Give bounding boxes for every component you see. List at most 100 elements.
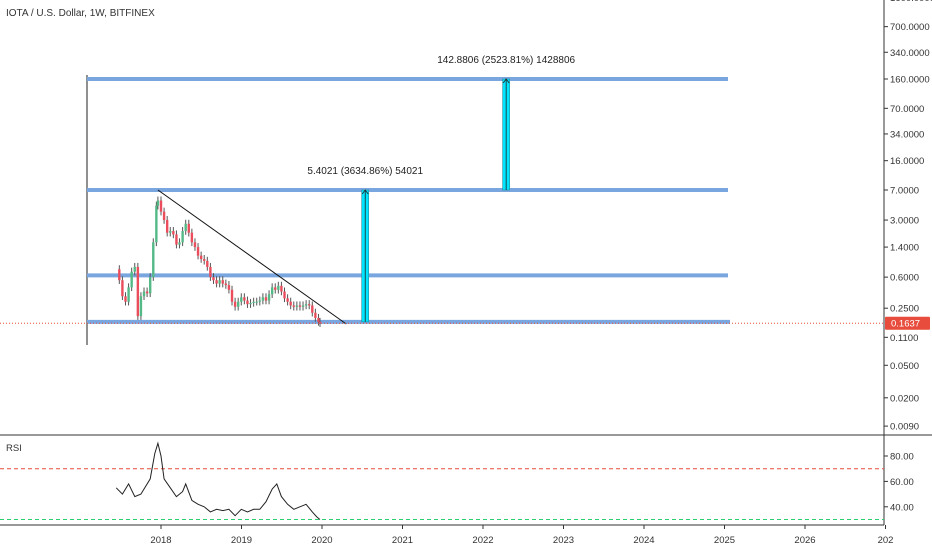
candle-body — [218, 280, 221, 284]
rsi-label: RSI — [6, 443, 22, 454]
candle-body — [130, 271, 133, 288]
candle-body — [255, 301, 258, 303]
candle-body — [311, 305, 314, 313]
price-axis-label: 160.0000 — [890, 75, 930, 86]
candle-body — [184, 223, 187, 232]
price-axis-label: 7.0000 — [890, 186, 919, 197]
chart-title: IOTA / U.S. Dollar, 1W, BITFINEX — [6, 8, 155, 19]
candle-body — [127, 287, 130, 302]
time-axis-label: 2019 — [231, 535, 252, 546]
time-axis: 2018 2019 2020 2021 2022 2023 2024 2025 2026 202 — [150, 525, 893, 546]
candle-body — [233, 301, 237, 307]
candle-body — [280, 285, 283, 292]
rsi-pane: 80.00 60.00 40.00 — [0, 441, 914, 520]
price-axis-label: 1.4000 — [890, 243, 919, 254]
measurement-arrow-head — [361, 189, 369, 195]
candle-body — [246, 300, 249, 305]
time-axis-label: 202 — [878, 535, 894, 546]
price-axis-label: 16.0000 — [890, 156, 924, 167]
price-axis-label: 70.0000 — [890, 104, 924, 115]
time-axis-label: 2026 — [794, 535, 815, 546]
measurement-arrow-head — [502, 78, 510, 84]
last-price-tag — [885, 316, 930, 330]
candle-body — [203, 259, 206, 261]
candle-body — [206, 260, 209, 267]
rsi-axis-label: 80.00 — [890, 452, 914, 463]
candle-body — [298, 305, 302, 307]
rsi-axis-label: 60.00 — [890, 477, 914, 488]
candle-body — [196, 247, 200, 256]
candle-body — [145, 291, 149, 294]
candle-body — [274, 287, 277, 290]
candle-body — [209, 266, 212, 278]
candle-body — [124, 296, 127, 302]
candle-body — [304, 304, 308, 306]
candle-body — [162, 211, 166, 221]
candle-body — [317, 317, 320, 322]
candle-body — [136, 266, 140, 317]
candle-body — [159, 200, 163, 212]
candle-body — [249, 302, 252, 305]
candle-body — [243, 297, 246, 301]
price-axis-label: 700.0000 — [890, 22, 930, 33]
price-axis-label: 0.0200 — [890, 393, 919, 404]
last-price-value: 0.1637 — [891, 319, 920, 330]
candle-body — [277, 285, 280, 290]
candle-body — [148, 277, 152, 294]
candle-body — [139, 296, 143, 317]
measurements: 5.4021 (3634.86%) 54021 142.8806 (2523.81… — [307, 55, 576, 323]
candle-body — [175, 234, 178, 245]
trendline-group — [157, 189, 347, 325]
trendline — [157, 189, 347, 325]
price-axis: 1600.0000 700.0000 340.0000 160.0000 70.0000… — [884, 0, 932, 433]
price-axis-label: 0.0500 — [890, 361, 919, 372]
time-axis-label: 2022 — [472, 535, 493, 546]
price-axis-label: 3.0000 — [890, 216, 919, 227]
candle-body — [318, 321, 322, 324]
rsi-axis-label: 40.00 — [890, 502, 914, 513]
candle-body — [252, 301, 255, 303]
time-axis-label: 2020 — [311, 535, 332, 546]
time-axis-label: 2021 — [392, 535, 413, 546]
candle-body — [264, 297, 268, 301]
time-axis-label: 2025 — [714, 535, 735, 546]
price-axis-label: 0.0090 — [890, 422, 919, 433]
time-axis-label: 2018 — [150, 535, 171, 546]
price-axis-label: 0.1100 — [890, 333, 918, 344]
candle-body — [156, 200, 160, 206]
candle-body — [267, 294, 271, 301]
horizontal-levels — [87, 77, 730, 324]
candle-body — [199, 255, 203, 260]
price-axis-label: 34.0000 — [890, 129, 924, 140]
rsi-line — [115, 441, 321, 520]
price-axis-label: 0.2500 — [890, 304, 919, 315]
candle-body — [236, 301, 240, 307]
candles — [118, 196, 322, 327]
candle-body — [212, 277, 215, 281]
candle-body — [308, 304, 311, 306]
candle-body — [240, 297, 243, 302]
candle-body — [187, 223, 190, 233]
candle-body — [121, 280, 124, 297]
candle-body — [152, 242, 155, 278]
measurement-label: 142.8806 (2523.81%) 1428806 — [437, 55, 575, 66]
candle-body — [227, 285, 231, 290]
price-axis-label: 340.0000 — [890, 48, 930, 59]
candle-body — [169, 231, 172, 233]
candle-body — [172, 231, 175, 235]
time-axis-label: 2023 — [553, 535, 574, 546]
candle-body — [261, 297, 265, 301]
candle-body — [283, 291, 286, 299]
candle-body — [292, 305, 295, 307]
candle-body — [224, 283, 228, 286]
candle-body — [270, 287, 274, 295]
candle-body — [193, 242, 197, 248]
candle-body — [215, 280, 218, 284]
candle-body — [289, 301, 292, 306]
candle-body — [286, 298, 289, 302]
candle-body — [181, 231, 184, 243]
price-axis-label: 1600.0000 — [890, 0, 932, 4]
candle-body — [230, 289, 234, 302]
candle-body — [142, 291, 146, 297]
